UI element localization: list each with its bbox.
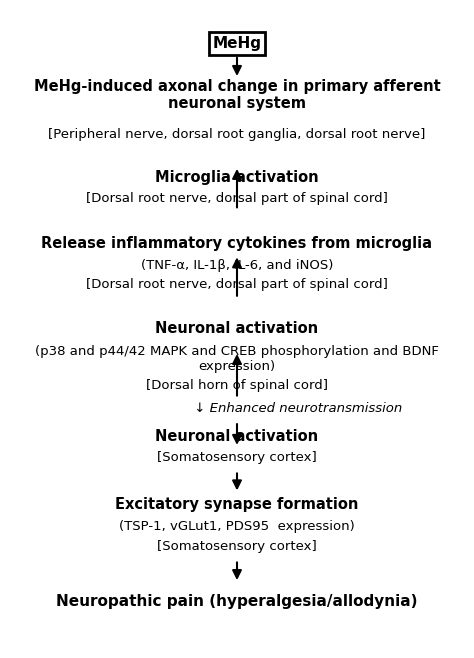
Text: [Dorsal root nerve, dorsal part of spinal cord]: [Dorsal root nerve, dorsal part of spina… xyxy=(86,278,388,291)
Text: ↓ Enhanced neurotransmission: ↓ Enhanced neurotransmission xyxy=(190,402,402,415)
Text: Neuronal activation: Neuronal activation xyxy=(155,322,319,336)
Text: Microglia activation: Microglia activation xyxy=(155,170,319,185)
Text: MeHg: MeHg xyxy=(212,36,262,51)
Text: Excitatory synapse formation: Excitatory synapse formation xyxy=(115,497,359,512)
Text: [Dorsal horn of spinal cord]: [Dorsal horn of spinal cord] xyxy=(146,380,328,392)
Text: Neuropathic pain (hyperalgesia/allodynia): Neuropathic pain (hyperalgesia/allodynia… xyxy=(56,594,418,609)
Text: MeHg-induced axonal change in primary afferent
neuronal system: MeHg-induced axonal change in primary af… xyxy=(34,79,440,111)
Text: (TSP-1, vGLut1, PDS95  expression): (TSP-1, vGLut1, PDS95 expression) xyxy=(119,520,355,532)
Text: (TNF-α, IL-1β, IL-6, and iNOS): (TNF-α, IL-1β, IL-6, and iNOS) xyxy=(141,259,333,272)
Text: Release inflammatory cytokines from microglia: Release inflammatory cytokines from micr… xyxy=(42,236,432,251)
Text: [Somatosensory cortex]: [Somatosensory cortex] xyxy=(157,540,317,553)
Text: [Dorsal root nerve, dorsal part of spinal cord]: [Dorsal root nerve, dorsal part of spina… xyxy=(86,192,388,205)
Text: (p38 and p44/42 MAPK and CREB phosphorylation and BDNF
expression): (p38 and p44/42 MAPK and CREB phosphoryl… xyxy=(35,345,439,373)
Text: [Peripheral nerve, dorsal root ganglia, dorsal root nerve]: [Peripheral nerve, dorsal root ganglia, … xyxy=(48,128,426,141)
Text: [Somatosensory cortex]: [Somatosensory cortex] xyxy=(157,451,317,465)
Text: Neuronal activation: Neuronal activation xyxy=(155,429,319,444)
